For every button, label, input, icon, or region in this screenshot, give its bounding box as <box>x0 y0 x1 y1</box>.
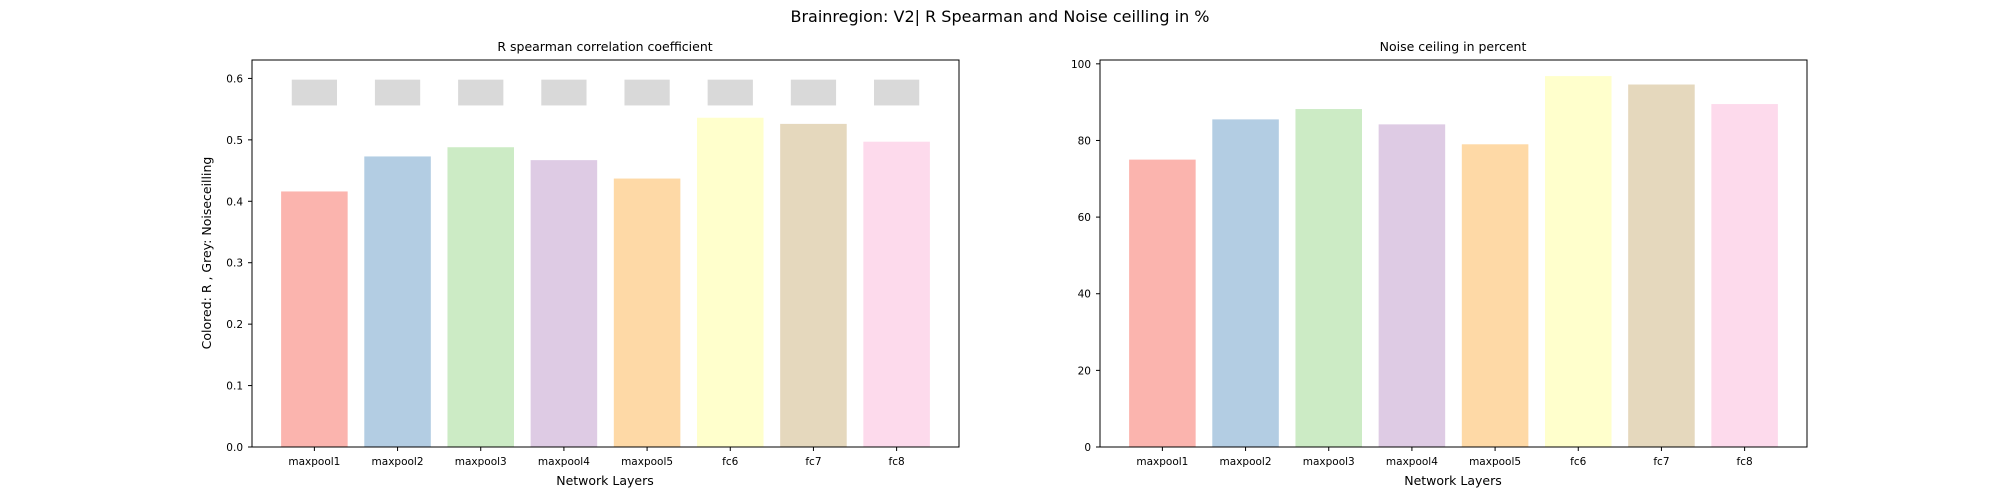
noise-ceiling-x-tick-label: maxpool2 <box>1220 456 1272 468</box>
r-spearman-bar-maxpool4 <box>530 160 598 447</box>
noise-ceiling-x-tick-label: fc6 <box>1570 456 1586 468</box>
r-spearman-bar-maxpool1 <box>281 191 348 447</box>
r-spearman-x-tick-label: fc6 <box>722 456 738 468</box>
r-spearman-bar-fc7 <box>780 123 847 447</box>
r-spearman-y-tick-label: 0.3 <box>226 258 243 270</box>
noise-ceiling-title: Noise ceiling in percent <box>1380 39 1527 54</box>
noise-ceiling-mark-maxpool1 <box>291 79 338 106</box>
r-spearman-bars <box>281 117 930 448</box>
r-spearman-x-ticks: maxpool1 maxpool2 maxpool3 maxpool4 maxpool5… <box>288 447 905 468</box>
r-spearman-y-tick-label: 0.0 <box>226 442 243 454</box>
r-spearman-x-tick-label: fc7 <box>805 456 821 468</box>
noise-ceiling-mark-maxpool5 <box>624 79 670 106</box>
noise-ceiling-marks <box>291 79 920 106</box>
r-spearman-y-label: Colored: R , Grey: Noiseceilling <box>199 157 214 350</box>
r-spearman-bar-fc6 <box>696 117 764 447</box>
noise-ceiling-x-ticks: maxpool1 maxpool2 maxpool3 maxpool4 maxpool5… <box>1136 447 1753 468</box>
noise-ceiling-x-tick-label: fc7 <box>1653 456 1669 468</box>
noise-ceiling-mark-maxpool2 <box>374 79 421 106</box>
noise-ceiling-frame <box>1099 59 1808 448</box>
noise-ceiling-bar-fc6 <box>1544 76 1612 447</box>
noise-ceiling-bar-maxpool1 <box>1129 159 1196 447</box>
noise-ceiling-y-tick-label: 40 <box>1078 289 1091 301</box>
noise-ceiling-y-tick-label: 80 <box>1078 135 1091 147</box>
r-spearman-x-label: Network Layers <box>556 473 654 488</box>
noise-ceiling-bar-maxpool3 <box>1295 109 1363 448</box>
r-spearman-bar-fc8 <box>863 141 930 447</box>
r-spearman-y-tick-label: 0.2 <box>226 319 243 331</box>
r-spearman-x-tick-label: maxpool3 <box>455 456 507 468</box>
noise-ceiling-x-tick-label: maxpool4 <box>1386 456 1438 468</box>
r-spearman-x-tick-label: maxpool1 <box>288 456 340 468</box>
noise-ceiling-mark-maxpool3 <box>458 79 504 106</box>
noise-ceiling-bar-fc7 <box>1628 84 1695 448</box>
noise-ceiling-x-label: Network Layers <box>1404 473 1502 488</box>
r-spearman-bar-maxpool2 <box>364 156 431 447</box>
noise-ceiling-bar-maxpool5 <box>1461 144 1529 447</box>
r-spearman-frame <box>251 59 960 448</box>
noise-ceiling-bar-fc8 <box>1711 104 1778 447</box>
r-spearman-y-tick-label: 0.6 <box>226 73 243 85</box>
noise-ceiling-y-tick-label: 60 <box>1078 212 1091 224</box>
r-spearman-x-tick-label: maxpool2 <box>372 456 424 468</box>
r-spearman-y-tick-label: 0.1 <box>226 381 243 393</box>
noise-ceiling-y-ticks: 0 20 40 60 80 100 <box>1071 59 1100 454</box>
noise-ceiling-panel: Noise ceiling in percent 0 20 40 60 80 100 ma… <box>1071 39 1808 488</box>
noise-ceiling-bar-maxpool4 <box>1378 124 1446 447</box>
noise-ceiling-y-tick-label: 100 <box>1071 59 1091 71</box>
noise-ceiling-mark-fc7 <box>790 79 837 106</box>
r-spearman-y-tick-label: 0.4 <box>226 196 243 208</box>
noise-ceiling-x-tick-label: fc8 <box>1737 456 1753 468</box>
noise-ceiling-mark-maxpool4 <box>541 79 587 106</box>
figure-title: Brainregion: V2| R Spearman and Noise ce… <box>790 7 1209 26</box>
r-spearman-x-tick-label: maxpool5 <box>621 456 673 468</box>
noise-ceiling-x-tick-label: maxpool3 <box>1303 456 1355 468</box>
r-spearman-y-ticks: 0.0 0.1 0.2 0.3 0.4 0.5 0.6 <box>226 73 252 454</box>
noise-ceiling-x-tick-label: maxpool1 <box>1136 456 1188 468</box>
noise-ceiling-x-tick-label: maxpool5 <box>1469 456 1521 468</box>
r-spearman-panel: R spearman correlation coefficient 0.00.… <box>199 39 960 488</box>
r-spearman-x-tick-label: fc8 <box>889 456 905 468</box>
r-spearman-title: R spearman correlation coefficient <box>497 39 712 54</box>
noise-ceiling-y-tick-label: 0 <box>1084 442 1091 454</box>
r-spearman-y-tick-label: 0.5 <box>226 135 243 147</box>
noise-ceiling-bar-maxpool2 <box>1212 119 1279 448</box>
noise-ceiling-mark-fc6 <box>707 79 753 106</box>
noise-ceiling-y-tick-label: 20 <box>1078 365 1091 377</box>
r-spearman-x-tick-label: maxpool4 <box>538 456 590 468</box>
r-spearman-bar-maxpool3 <box>447 147 515 447</box>
r-spearman-bar-maxpool5 <box>613 178 681 448</box>
noise-ceiling-bars <box>1129 76 1778 448</box>
noise-ceiling-mark-fc8 <box>873 79 920 106</box>
